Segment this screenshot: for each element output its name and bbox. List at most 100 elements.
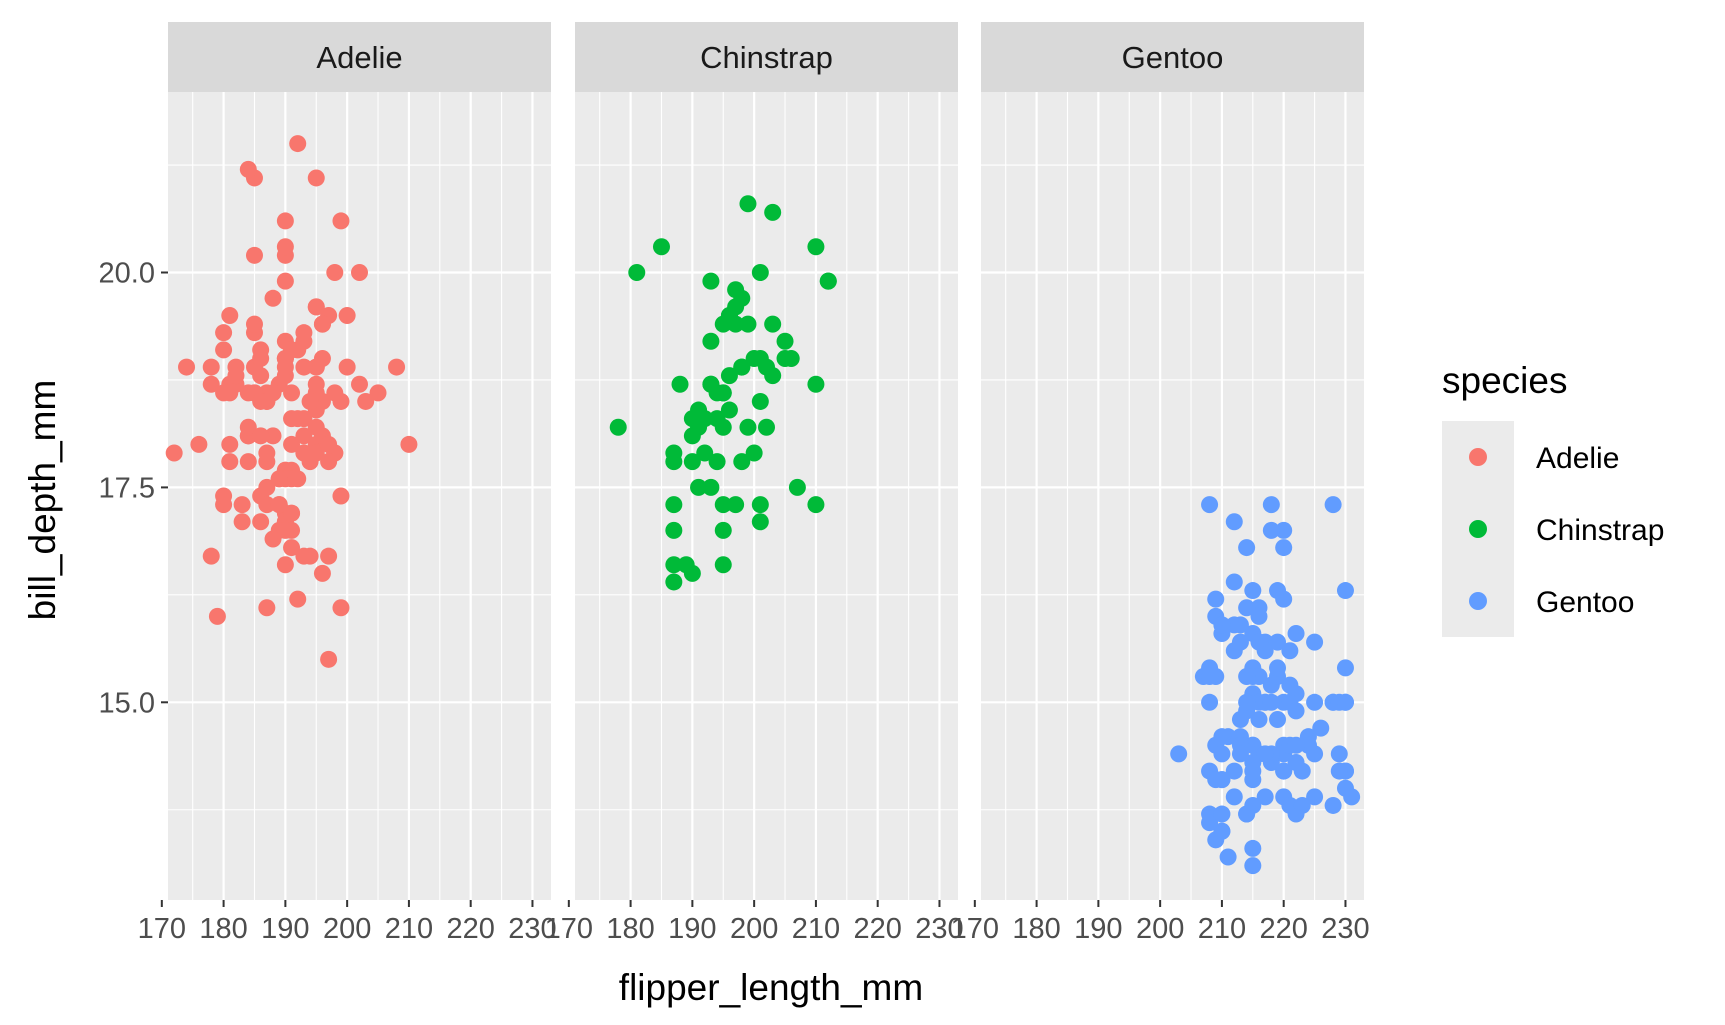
- data-point: [307, 444, 325, 462]
- data-point: [276, 212, 294, 230]
- data-point: [628, 264, 646, 282]
- data-point: [239, 453, 257, 471]
- data-point: [215, 487, 233, 505]
- data-point: [1244, 857, 1262, 875]
- data-point: [714, 315, 732, 333]
- data-point: [1275, 539, 1293, 557]
- data-point: [1330, 745, 1348, 763]
- data-point: [1238, 539, 1256, 557]
- data-point: [307, 169, 325, 187]
- data-point: [1306, 693, 1324, 711]
- data-point: [1256, 745, 1274, 763]
- data-point: [276, 556, 294, 574]
- data-point: [1244, 582, 1262, 600]
- data-point: [190, 435, 208, 453]
- data-point: [221, 435, 239, 453]
- data-point: [258, 478, 276, 496]
- x-tick-label: 200: [323, 913, 371, 945]
- x-tick-label: 170: [138, 913, 186, 945]
- data-point: [313, 349, 331, 367]
- data-point: [1256, 788, 1274, 806]
- data-point: [1312, 719, 1330, 737]
- data-point: [1213, 805, 1231, 823]
- legend-title: species: [1442, 360, 1567, 401]
- data-point: [1269, 710, 1287, 728]
- x-tick-label: 220: [1259, 913, 1307, 945]
- x-tick-label: 230: [508, 913, 556, 945]
- facet-strip: [575, 22, 958, 92]
- x-axis-title: flipper_length_mm: [619, 967, 923, 1008]
- data-point: [351, 264, 368, 282]
- data-point: [807, 238, 825, 256]
- x-tick-label: 190: [668, 913, 716, 945]
- data-point: [665, 444, 683, 462]
- data-point: [1225, 573, 1243, 591]
- data-point: [227, 367, 245, 385]
- data-point: [258, 392, 276, 410]
- data-point: [758, 358, 775, 376]
- data-point: [1225, 788, 1243, 806]
- data-point: [252, 349, 270, 367]
- data-point: [215, 341, 233, 359]
- data-point: [1238, 693, 1256, 711]
- data-point: [1244, 796, 1262, 814]
- x-tick-label: 190: [261, 913, 309, 945]
- data-point: [1250, 710, 1268, 728]
- data-point: [338, 358, 356, 376]
- data-point: [751, 513, 769, 531]
- data-point: [245, 246, 263, 264]
- data-point: [295, 332, 313, 350]
- facet-strip-label: Gentoo: [1122, 40, 1224, 75]
- data-point: [745, 444, 763, 462]
- data-point: [1262, 496, 1280, 514]
- data-point: [1336, 582, 1354, 600]
- data-point: [1250, 607, 1268, 625]
- facet-strip: [981, 22, 1364, 92]
- y-axis-title: bill_depth_mm: [22, 380, 63, 621]
- data-point: [1287, 702, 1305, 720]
- data-point: [665, 556, 683, 574]
- data-point: [1269, 659, 1287, 677]
- data-point: [702, 332, 720, 350]
- data-point: [1281, 796, 1299, 814]
- data-point: [221, 384, 239, 402]
- data-point: [233, 496, 251, 514]
- data-point: [1269, 633, 1287, 651]
- data-point: [702, 375, 720, 393]
- data-point: [782, 349, 800, 367]
- data-point: [1225, 616, 1243, 634]
- data-point: [252, 513, 270, 531]
- data-point: [388, 358, 406, 376]
- data-point: [313, 564, 331, 582]
- x-tick-label: 220: [446, 913, 494, 945]
- data-point: [1225, 762, 1243, 780]
- data-point: [609, 418, 627, 436]
- data-point: [683, 410, 701, 428]
- x-tick-label: 190: [1074, 913, 1122, 945]
- x-tick-label: 200: [1136, 913, 1184, 945]
- data-point: [295, 427, 313, 445]
- data-point: [1275, 590, 1293, 608]
- data-point: [708, 453, 726, 471]
- x-tick-label: 230: [915, 913, 963, 945]
- data-point: [733, 453, 751, 471]
- data-point: [307, 298, 325, 316]
- data-point: [1231, 745, 1249, 763]
- x-tick-label: 220: [853, 913, 901, 945]
- data-point: [270, 470, 288, 488]
- data-point: [221, 306, 239, 324]
- data-point: [239, 160, 257, 178]
- data-point: [720, 367, 738, 385]
- data-point: [326, 264, 344, 282]
- facet-strip-label: Chinstrap: [700, 40, 833, 75]
- data-point: [702, 272, 720, 290]
- x-tick-label: 210: [1198, 913, 1246, 945]
- data-point: [239, 418, 257, 436]
- data-point: [1244, 839, 1262, 857]
- data-point: [665, 496, 683, 514]
- facet-panel-gentoo: Gentoo 170 180 190 200 210 220 230: [951, 22, 1370, 945]
- data-point: [677, 556, 695, 574]
- data-point: [1213, 745, 1231, 763]
- data-point: [758, 418, 775, 436]
- data-point: [1287, 625, 1305, 643]
